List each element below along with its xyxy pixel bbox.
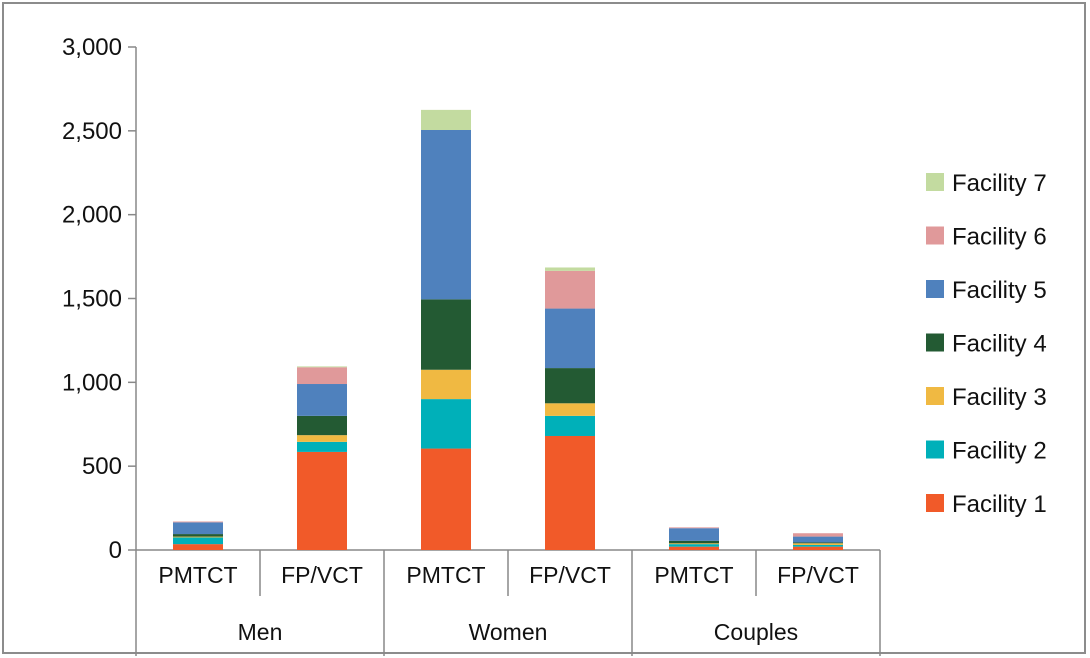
bar-segment-facility-3 — [421, 369, 471, 400]
bar-segment-facility-2 — [173, 537, 223, 545]
legend-label: Facility 6 — [952, 224, 1047, 251]
x-category-label: PMTCT — [158, 562, 237, 588]
bar-segment-facility-3 — [173, 536, 223, 538]
y-tick-label: 1,500 — [62, 286, 122, 313]
legend-swatch — [926, 494, 944, 512]
legend-label: Facility 2 — [952, 438, 1047, 465]
x-group-label: Men — [238, 619, 283, 645]
x-category-label: FP/VCT — [281, 562, 363, 588]
bar-segment-facility-2 — [793, 544, 843, 547]
bar-segment-facility-6 — [545, 270, 595, 309]
legend-label: Facility 5 — [952, 277, 1047, 304]
legend-swatch — [926, 387, 944, 405]
bar-segment-facility-1 — [545, 435, 595, 550]
legend-label: Facility 7 — [952, 170, 1047, 197]
stacked-bar-chart: 0 500 1,000 1,500 2,000 2,500 3,000 PMTCT FP/VCT… — [62, 34, 1047, 656]
bar-segment-facility-2 — [545, 415, 595, 436]
bar-segment-facility-6 — [297, 367, 347, 385]
bar-segment-facility-3 — [793, 543, 843, 545]
x-group-label: Couples — [714, 619, 798, 645]
bar-segment-facility-7 — [545, 267, 595, 271]
y-tick-label: 3,000 — [62, 34, 122, 61]
legend-swatch — [926, 280, 944, 298]
y-tick-label: 2,500 — [62, 118, 122, 145]
bar-segment-facility-5 — [669, 528, 719, 541]
bar-segment-facility-2 — [669, 544, 719, 547]
bar-segment-facility-4 — [421, 299, 471, 370]
bar-segment-facility-7 — [297, 366, 347, 368]
legend-swatch — [926, 440, 944, 459]
x-category-label: FP/VCT — [529, 562, 611, 588]
bar-segment-facility-5 — [545, 308, 595, 369]
bar-segment-facility-1 — [173, 544, 223, 550]
bar-segment-facility-3 — [669, 543, 719, 545]
legend-label: Facility 4 — [952, 331, 1047, 358]
bar-segment-facility-4 — [173, 534, 223, 537]
x-category-label: PMTCT — [406, 562, 485, 588]
bar-segment-facility-4 — [297, 415, 347, 436]
bar-segment-facility-3 — [297, 435, 347, 442]
y-tick-label: 500 — [82, 453, 122, 480]
legend-swatch — [926, 333, 944, 352]
bar-segment-facility-1 — [297, 451, 347, 550]
legend-swatch — [926, 226, 944, 245]
bar-segment-facility-1 — [793, 546, 843, 550]
bar-segment-facility-2 — [297, 441, 347, 452]
bar-segment-facility-5 — [793, 536, 843, 543]
bar-segment-facility-5 — [297, 384, 347, 416]
y-tick-label: 0 — [109, 537, 122, 564]
x-group-label: Women — [469, 619, 548, 645]
bar-segment-facility-6 — [793, 533, 843, 537]
x-category-label: PMTCT — [654, 562, 733, 588]
bar-segment-facility-5 — [173, 522, 223, 535]
y-tick-label: 1,000 — [62, 369, 122, 396]
bar-segment-facility-5 — [421, 129, 471, 300]
bar-segment-facility-3 — [545, 403, 595, 416]
bar-segment-facility-6 — [669, 527, 719, 529]
bar-segment-facility-4 — [793, 542, 843, 544]
legend-swatch — [926, 173, 944, 191]
y-tick-label: 2,000 — [62, 202, 122, 229]
bar-segment-facility-1 — [669, 546, 719, 550]
legend-label: Facility 1 — [952, 491, 1047, 518]
bar-segment-facility-6 — [173, 521, 223, 523]
legend-label: Facility 3 — [952, 384, 1047, 411]
bar-segment-facility-7 — [421, 109, 471, 130]
bar-segment-facility-4 — [669, 540, 719, 544]
bar-segment-facility-1 — [421, 448, 471, 550]
x-category-label: FP/VCT — [777, 562, 859, 588]
bar-segment-facility-2 — [421, 399, 471, 449]
bar-segment-facility-4 — [545, 368, 595, 404]
